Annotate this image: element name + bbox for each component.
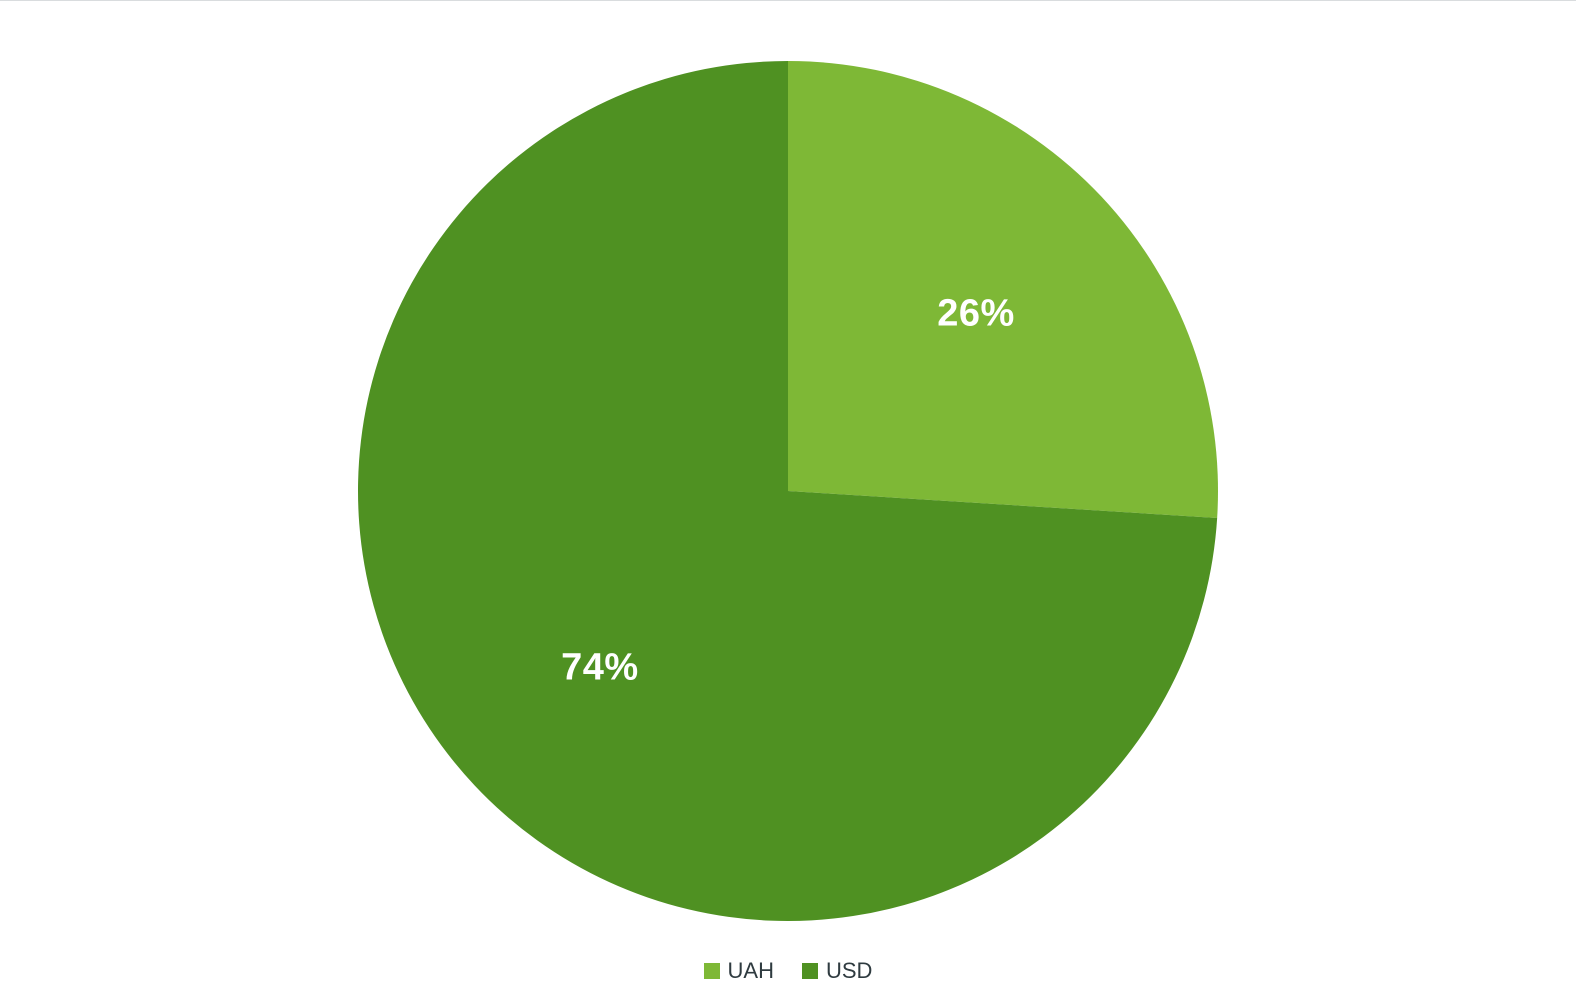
legend-label: UAH: [728, 958, 774, 984]
pie-svg: [348, 51, 1228, 931]
legend-item-uah: UAH: [704, 958, 774, 984]
legend-swatch-icon: [704, 963, 720, 979]
pie-chart: 26%74%: [348, 51, 1228, 931]
legend-swatch-icon: [802, 963, 818, 979]
chart-legend: UAH USD: [0, 958, 1576, 984]
pie-slice-uah: [788, 61, 1218, 518]
legend-item-usd: USD: [802, 958, 872, 984]
pie-chart-container: 26%74% UAH USD: [0, 0, 1576, 1004]
legend-label: USD: [826, 958, 872, 984]
